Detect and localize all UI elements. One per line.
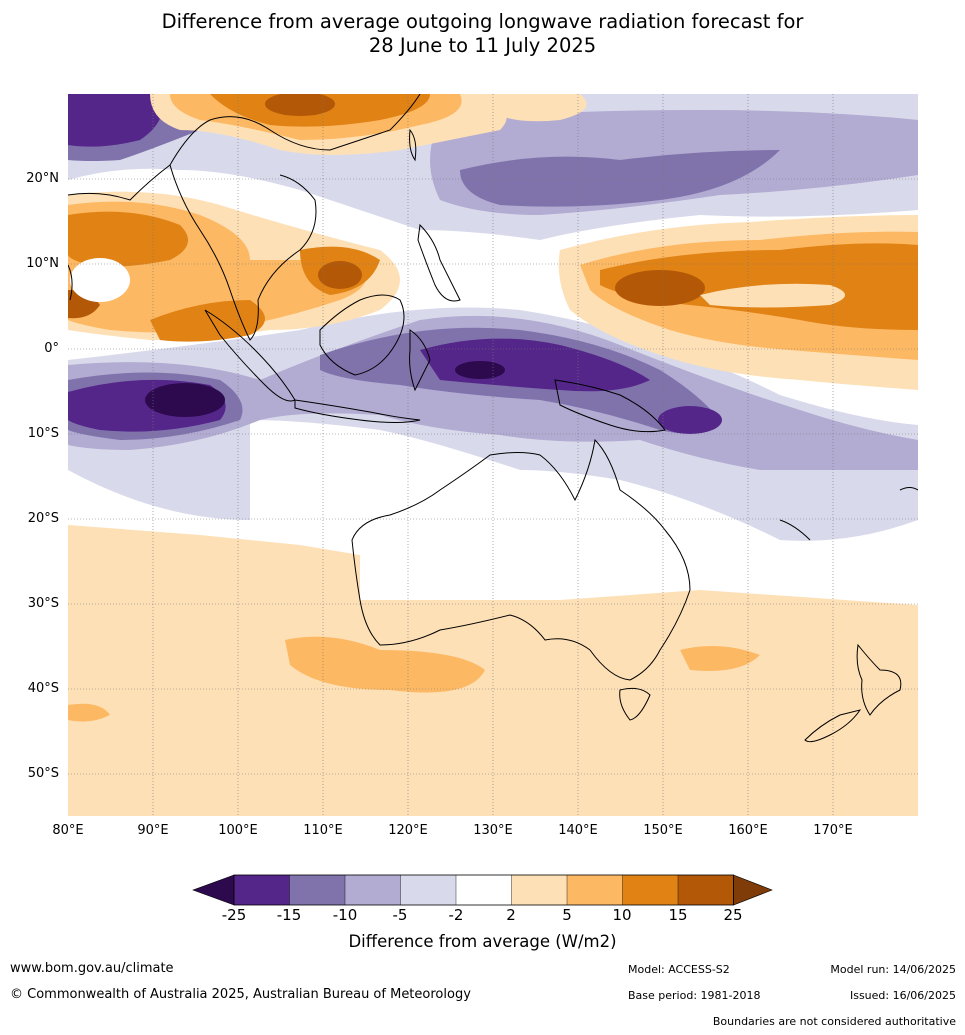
footer-issued: Issued: 16/06/2025: [849, 989, 956, 1002]
lat-label-0: 0°: [44, 341, 59, 356]
map-canvas: [68, 94, 918, 816]
lon-label-160e: 160°E: [728, 823, 768, 838]
footer-disclaimer: Boundaries are not considered authoritat…: [712, 1015, 956, 1028]
footer-copyright: © Commonwealth of Australia 2025, Austra…: [10, 987, 471, 1002]
colorbar-swatch-below-25: [192, 874, 235, 906]
colorbar-tick-15: 15: [668, 906, 688, 924]
lon-label-170e: 170°E: [813, 823, 853, 838]
lon-label-110e: 110°E: [303, 823, 343, 838]
chart-title: Difference from average outgoing longwav…: [0, 10, 965, 58]
lat-label-20s: 20°S: [27, 511, 59, 526]
tasmania-outline: [619, 687, 651, 721]
colorbar-swatch-10-15: [622, 875, 678, 905]
lon-label-100e: 100°E: [218, 823, 258, 838]
footer-model: Model: ACCESS-S2: [628, 963, 730, 976]
colorbar-swatch-n15-n10: [289, 875, 345, 905]
colorbar-swatch-15-25: [678, 875, 734, 905]
colorbar-tick-n15: -15: [276, 906, 302, 924]
lon-label-150e: 150°E: [643, 823, 683, 838]
colorbar-swatch-5-10: [567, 875, 623, 905]
colorbar-swatch-n25-n15: [234, 875, 290, 905]
mainland-asia-outline: [68, 94, 421, 201]
lon-label-90e: 90°E: [137, 823, 169, 838]
colorbar-swatch-2-5: [511, 875, 567, 905]
coastlines: [68, 94, 918, 743]
sulawesi-outline: [409, 329, 431, 392]
title-line-1: Difference from average outgoing longwav…: [161, 10, 804, 33]
lon-label-80e: 80°E: [52, 823, 84, 838]
colorbar-swatch-n5-n2: [400, 875, 456, 905]
lat-label-40s: 40°S: [27, 681, 59, 696]
colorbar-swatch-n2-2: [456, 875, 512, 905]
title-line-2: 28 June to 11 July 2025: [368, 34, 597, 57]
philippines-outline: [417, 223, 461, 302]
lon-label-140e: 140°E: [558, 823, 598, 838]
lat-label-20n: 20°N: [26, 171, 59, 186]
colorbar: [190, 872, 775, 908]
lat-label-10n: 10°N: [26, 256, 59, 271]
colorbar-tick-n25: -25: [221, 906, 247, 924]
colorbar-tick-n10: -10: [332, 906, 358, 924]
new-guinea-outline: [554, 379, 666, 433]
new-zealand-outline: [856, 643, 902, 716]
colorbar-tick-n2: -2: [448, 906, 464, 924]
colorbar-tick-10: 10: [612, 906, 632, 924]
colorbar-tick-n5: -5: [392, 906, 408, 924]
colorbar-tick-25: 25: [723, 906, 743, 924]
footer-website[interactable]: www.bom.gov.au/climate: [10, 961, 174, 976]
colorbar-swatches: [192, 874, 773, 906]
map: 20°N 10°N 0° 10°S 20°S 30°S 40°S 50°S 80…: [26, 94, 918, 838]
lon-label-120e: 120°E: [388, 823, 428, 838]
lon-label-130e: 130°E: [473, 823, 513, 838]
java-outline: [294, 399, 421, 423]
lat-label-10s: 10°S: [27, 426, 59, 441]
footer-model-run: Model run: 14/06/2025: [830, 963, 956, 976]
australia-outline: [351, 438, 691, 681]
colorbar-tick-5: 5: [562, 906, 572, 924]
colorbar-swatch-above-25: [733, 874, 773, 906]
colorbar-swatch-n10-n5: [345, 875, 401, 905]
graticule: [68, 94, 918, 816]
lat-label-30s: 30°S: [27, 596, 59, 611]
borneo-outline: [319, 294, 405, 376]
footer-base-period: Base period: 1981-2018: [628, 989, 761, 1002]
colorbar-tick-2: 2: [506, 906, 516, 924]
colorbar-title: Difference from average (W/m2): [348, 932, 617, 951]
lat-label-50s: 50°S: [27, 766, 59, 781]
